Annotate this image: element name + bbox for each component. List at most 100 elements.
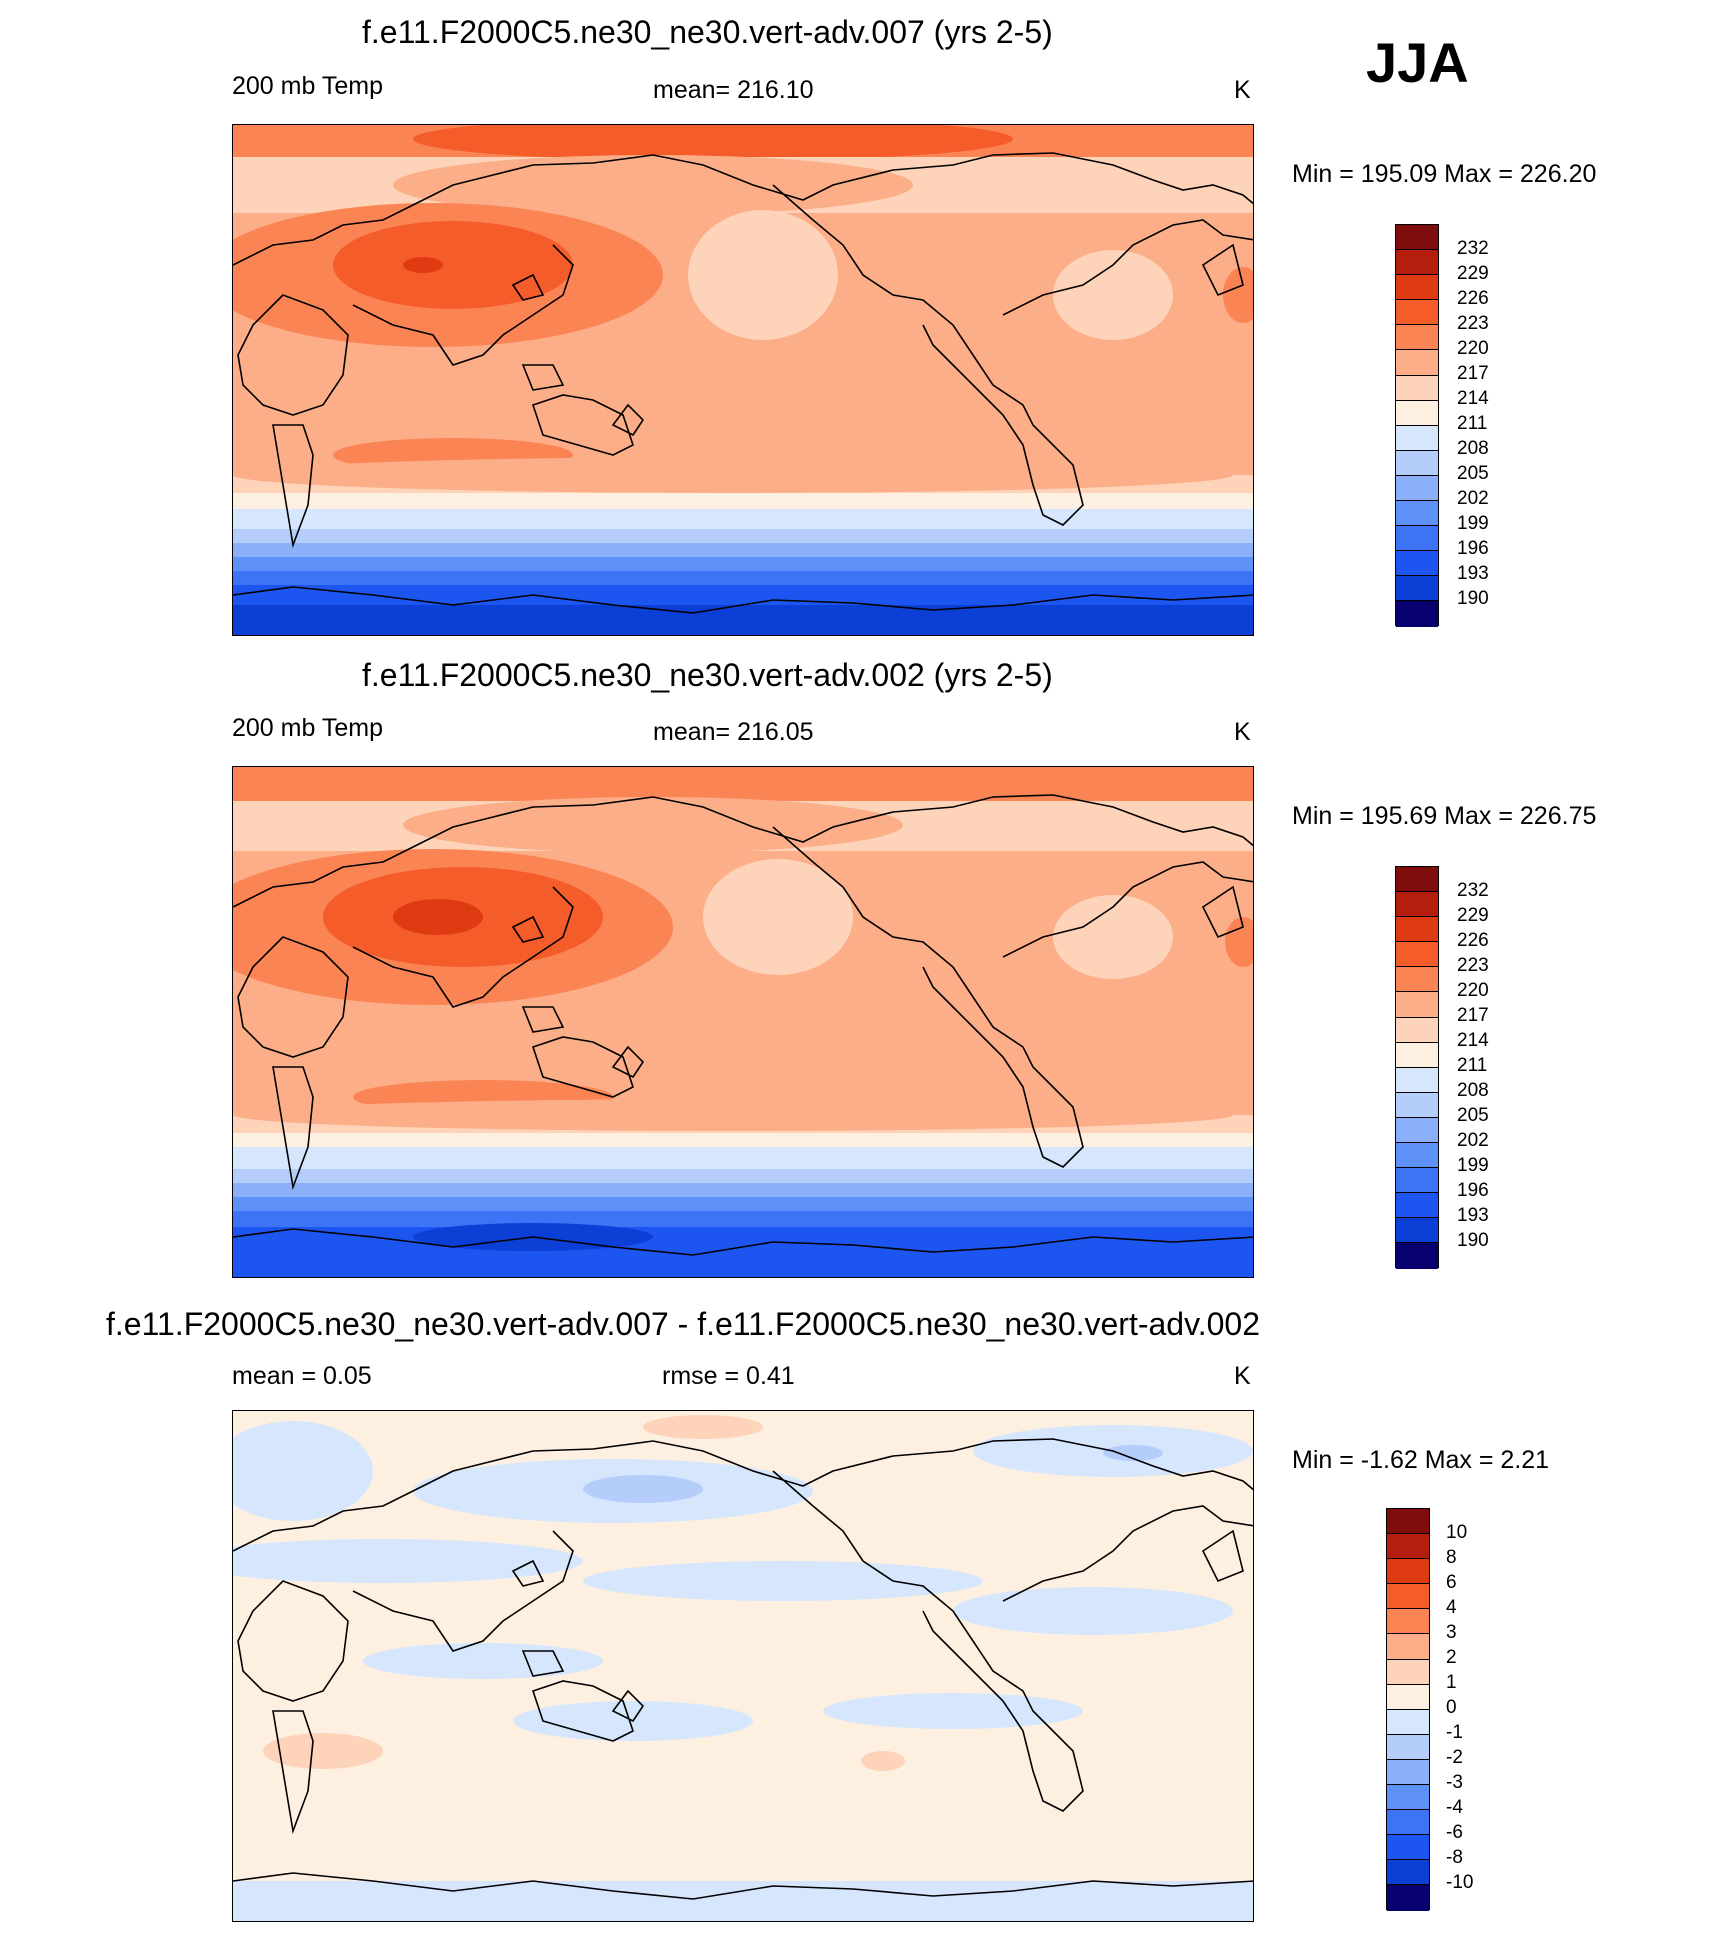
colorbar-tick-label: 220 xyxy=(1457,338,1489,359)
colorbar-tick-label: 214 xyxy=(1457,1030,1489,1051)
colorbar-tick-label: 211 xyxy=(1457,1055,1488,1076)
colorbar-tick-label: 193 xyxy=(1457,563,1489,584)
colorbar-tick-label: 211 xyxy=(1457,413,1488,434)
colorbar-tick-label: 6 xyxy=(1446,1572,1457,1593)
colorbar-swatch xyxy=(1387,1609,1429,1635)
panel3-rmse-label: rmse = 0.41 xyxy=(662,1362,795,1390)
colorbar-tick-label: 205 xyxy=(1457,1105,1489,1126)
colorbar-swatch xyxy=(1396,250,1438,276)
colorbar-tick-label: 223 xyxy=(1457,955,1489,976)
colorbar-swatch xyxy=(1387,1534,1429,1560)
colorbar-tick-label: -4 xyxy=(1446,1797,1463,1818)
colorbar-tick-label: 196 xyxy=(1457,1180,1489,1201)
colorbar-swatch xyxy=(1387,1584,1429,1610)
colorbar-swatch xyxy=(1396,1168,1438,1194)
colorbar-swatch xyxy=(1396,300,1438,326)
colorbar-swatch xyxy=(1387,1684,1429,1710)
panel1-mean-label: mean= 216.10 xyxy=(653,76,814,104)
colorbar-tick-label: 214 xyxy=(1457,388,1489,409)
colorbar-swatch xyxy=(1387,1559,1429,1585)
colorbar-tick-label: 1 xyxy=(1446,1672,1457,1693)
colorbar-tick-label: 232 xyxy=(1457,880,1489,901)
colorbar-swatch xyxy=(1387,1659,1429,1685)
colorbar-tick-label: 226 xyxy=(1457,288,1489,309)
colorbar-tick-label: 202 xyxy=(1457,1130,1489,1151)
panel3-map xyxy=(232,1410,1254,1922)
colorbar-swatch xyxy=(1396,1193,1438,1219)
colorbar-swatch xyxy=(1396,475,1438,502)
colorbar-swatch xyxy=(1396,1218,1438,1244)
panel2-units-label: K xyxy=(1234,718,1251,746)
colorbar-tick-label: -10 xyxy=(1446,1872,1474,1893)
colorbar-swatch xyxy=(1387,1885,1429,1911)
colorbar-swatch xyxy=(1387,1759,1429,1786)
colorbar-swatch xyxy=(1396,1067,1438,1093)
panel1-title: f.e11.F2000C5.ne30_ne30.vert-adv.007 (yr… xyxy=(362,14,1053,50)
colorbar-tick-label: 220 xyxy=(1457,980,1489,1001)
colorbar-tick-label: 208 xyxy=(1457,1080,1489,1101)
colorbar-swatch xyxy=(1396,967,1438,993)
colorbar-swatch xyxy=(1396,992,1438,1018)
colorbar-swatch xyxy=(1396,375,1438,401)
colorbar-tick-label: 4 xyxy=(1446,1597,1457,1618)
panel1-colorbar-box xyxy=(1395,224,1439,627)
colorbar-swatch xyxy=(1396,425,1438,451)
colorbar-tick-label: -2 xyxy=(1446,1747,1463,1768)
colorbar-swatch xyxy=(1396,917,1438,943)
panel2-minmax: Min = 195.69 Max = 226.75 xyxy=(1292,802,1597,830)
colorbar-swatch xyxy=(1387,1634,1429,1660)
colorbar-tick-label: 208 xyxy=(1457,438,1489,459)
colorbar-swatch xyxy=(1396,942,1438,968)
colorbar-swatch xyxy=(1396,1243,1438,1269)
panel3-colorbar-box xyxy=(1386,1508,1430,1911)
panel1-map-svg xyxy=(233,125,1253,635)
panel3-map-svg xyxy=(233,1411,1253,1921)
panel2-map-svg xyxy=(233,767,1253,1277)
colorbar-tick-label: 8 xyxy=(1446,1547,1457,1568)
colorbar-swatch xyxy=(1396,576,1438,602)
colorbar-tick-label: 196 xyxy=(1457,538,1489,559)
colorbar-tick-label: 0 xyxy=(1446,1697,1457,1718)
colorbar-swatch xyxy=(1387,1810,1429,1836)
panel2-variable-label: 200 mb Temp xyxy=(232,714,384,742)
colorbar-swatch xyxy=(1396,325,1438,351)
colorbar-swatch xyxy=(1396,551,1438,577)
panel1-minmax: Min = 195.09 Max = 226.20 xyxy=(1292,160,1597,188)
colorbar-swatch xyxy=(1396,1117,1438,1144)
panel1-variable-label: 200 mb Temp xyxy=(232,72,384,100)
colorbar-swatch xyxy=(1387,1709,1429,1735)
colorbar-tick-label: 190 xyxy=(1457,588,1489,609)
colorbar-swatch xyxy=(1387,1835,1429,1861)
colorbar-tick-label: 229 xyxy=(1457,263,1489,284)
colorbar-swatch xyxy=(1396,892,1438,918)
colorbar-tick-label: 193 xyxy=(1457,1205,1489,1226)
colorbar-swatch xyxy=(1396,601,1438,627)
colorbar-tick-label: -3 xyxy=(1446,1772,1463,1793)
colorbar-tick-label: 226 xyxy=(1457,930,1489,951)
colorbar-swatch xyxy=(1396,526,1438,552)
colorbar-tick-label: 205 xyxy=(1457,463,1489,484)
colorbar-swatch xyxy=(1396,1042,1438,1068)
colorbar-tick-label: 190 xyxy=(1457,1230,1489,1251)
colorbar-swatch xyxy=(1396,350,1438,376)
colorbar-tick-label: -1 xyxy=(1446,1722,1463,1743)
colorbar-tick-label: 217 xyxy=(1457,1005,1489,1026)
colorbar-tick-label: 2 xyxy=(1446,1647,1457,1668)
colorbar-tick-label: 229 xyxy=(1457,905,1489,926)
panel3-title: f.e11.F2000C5.ne30_ne30.vert-adv.007 - f… xyxy=(106,1306,1260,1342)
colorbar-swatch xyxy=(1396,501,1438,527)
colorbar-swatch xyxy=(1387,1734,1429,1760)
season-label: JJA xyxy=(1366,31,1469,94)
colorbar-swatch xyxy=(1396,1092,1438,1118)
colorbar-swatch xyxy=(1396,450,1438,476)
colorbar-tick-label: 223 xyxy=(1457,313,1489,334)
panel1-units-label: K xyxy=(1234,76,1251,104)
colorbar-swatch xyxy=(1396,867,1438,893)
panel1-map xyxy=(232,124,1254,636)
panel3-minmax: Min = -1.62 Max = 2.21 xyxy=(1292,1446,1550,1474)
colorbar-swatch xyxy=(1396,1143,1438,1169)
panel3-units-label: K xyxy=(1234,1362,1251,1390)
colorbar-tick-label: -6 xyxy=(1446,1822,1463,1843)
colorbar-tick-label: 217 xyxy=(1457,363,1489,384)
colorbar-swatch xyxy=(1387,1860,1429,1886)
